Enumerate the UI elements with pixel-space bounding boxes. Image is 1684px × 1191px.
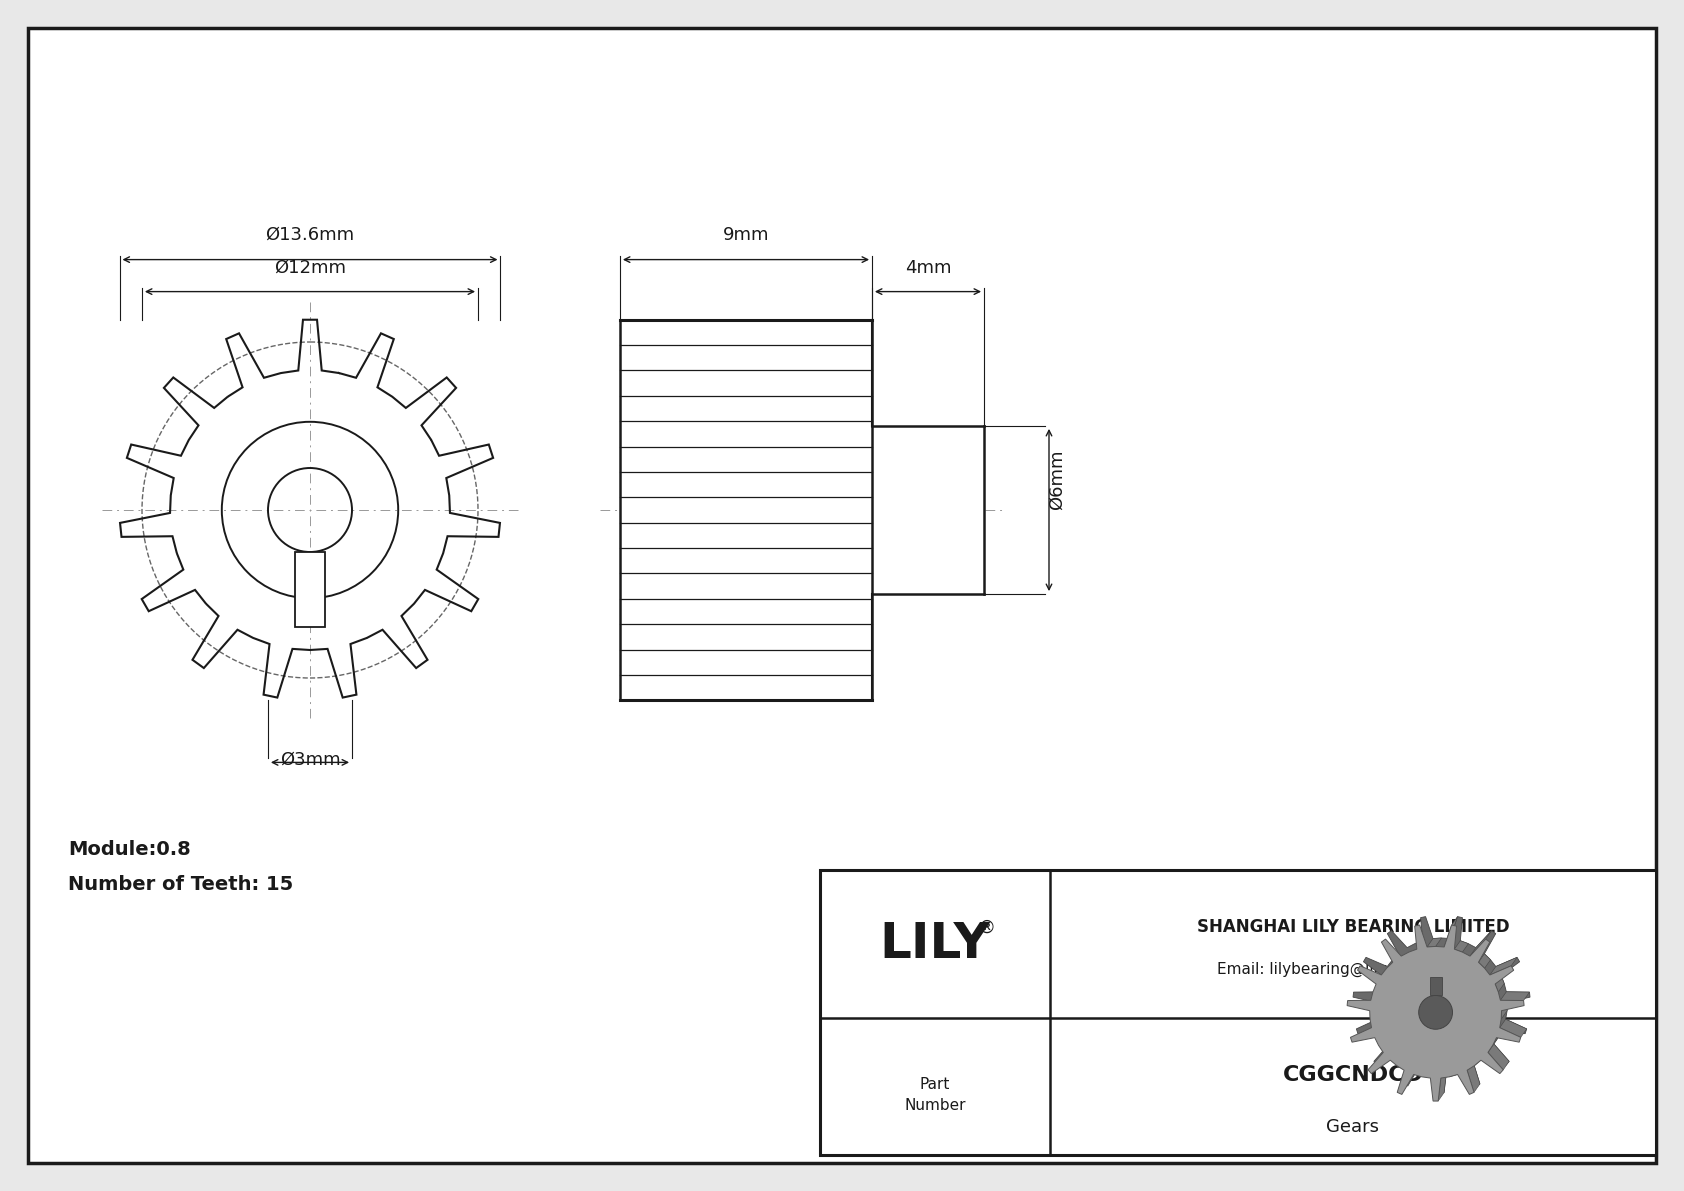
FancyBboxPatch shape — [872, 426, 983, 594]
Polygon shape — [1455, 941, 1468, 952]
Text: SHANGHAI LILY BEARING LIMITED: SHANGHAI LILY BEARING LIMITED — [1197, 918, 1509, 936]
Text: Number of Teeth: 15: Number of Teeth: 15 — [67, 875, 293, 894]
Text: CGGCNDCD: CGGCNDCD — [1283, 1065, 1423, 1085]
Polygon shape — [1479, 954, 1490, 968]
Polygon shape — [1467, 1062, 1480, 1092]
Polygon shape — [1347, 925, 1524, 1100]
Polygon shape — [1500, 1003, 1507, 1019]
Polygon shape — [1492, 1029, 1502, 1046]
FancyBboxPatch shape — [620, 319, 872, 700]
Text: Ø12mm: Ø12mm — [274, 258, 345, 276]
Text: 9mm: 9mm — [722, 225, 770, 244]
Polygon shape — [1500, 1019, 1527, 1037]
Polygon shape — [1500, 992, 1529, 1000]
Text: Part
Number: Part Number — [904, 1077, 965, 1114]
Polygon shape — [1490, 958, 1517, 975]
Polygon shape — [1475, 1052, 1487, 1066]
Text: Ø13.6mm: Ø13.6mm — [266, 225, 355, 244]
Polygon shape — [1445, 917, 1457, 947]
FancyBboxPatch shape — [820, 869, 1655, 1155]
Text: Ø6mm: Ø6mm — [1047, 449, 1066, 510]
Text: Gears: Gears — [1327, 1117, 1379, 1135]
Polygon shape — [1470, 930, 1492, 956]
Polygon shape — [1438, 1070, 1447, 1100]
Polygon shape — [1450, 1066, 1463, 1077]
Text: 4mm: 4mm — [904, 258, 951, 276]
Text: Email: lilybearing@lily-bearing.com: Email: lilybearing@lily-bearing.com — [1218, 962, 1489, 978]
Polygon shape — [1426, 939, 1442, 947]
Text: Ø3mm: Ø3mm — [280, 750, 340, 768]
FancyBboxPatch shape — [1430, 977, 1442, 996]
FancyBboxPatch shape — [29, 29, 1655, 1162]
Polygon shape — [1489, 1045, 1509, 1070]
Text: ®: ® — [978, 919, 995, 937]
Text: Module:0.8: Module:0.8 — [67, 840, 190, 859]
Text: LILY: LILY — [879, 921, 990, 968]
Polygon shape — [1495, 975, 1504, 992]
Polygon shape — [1352, 917, 1531, 1092]
FancyBboxPatch shape — [295, 551, 325, 626]
Circle shape — [1418, 996, 1453, 1029]
